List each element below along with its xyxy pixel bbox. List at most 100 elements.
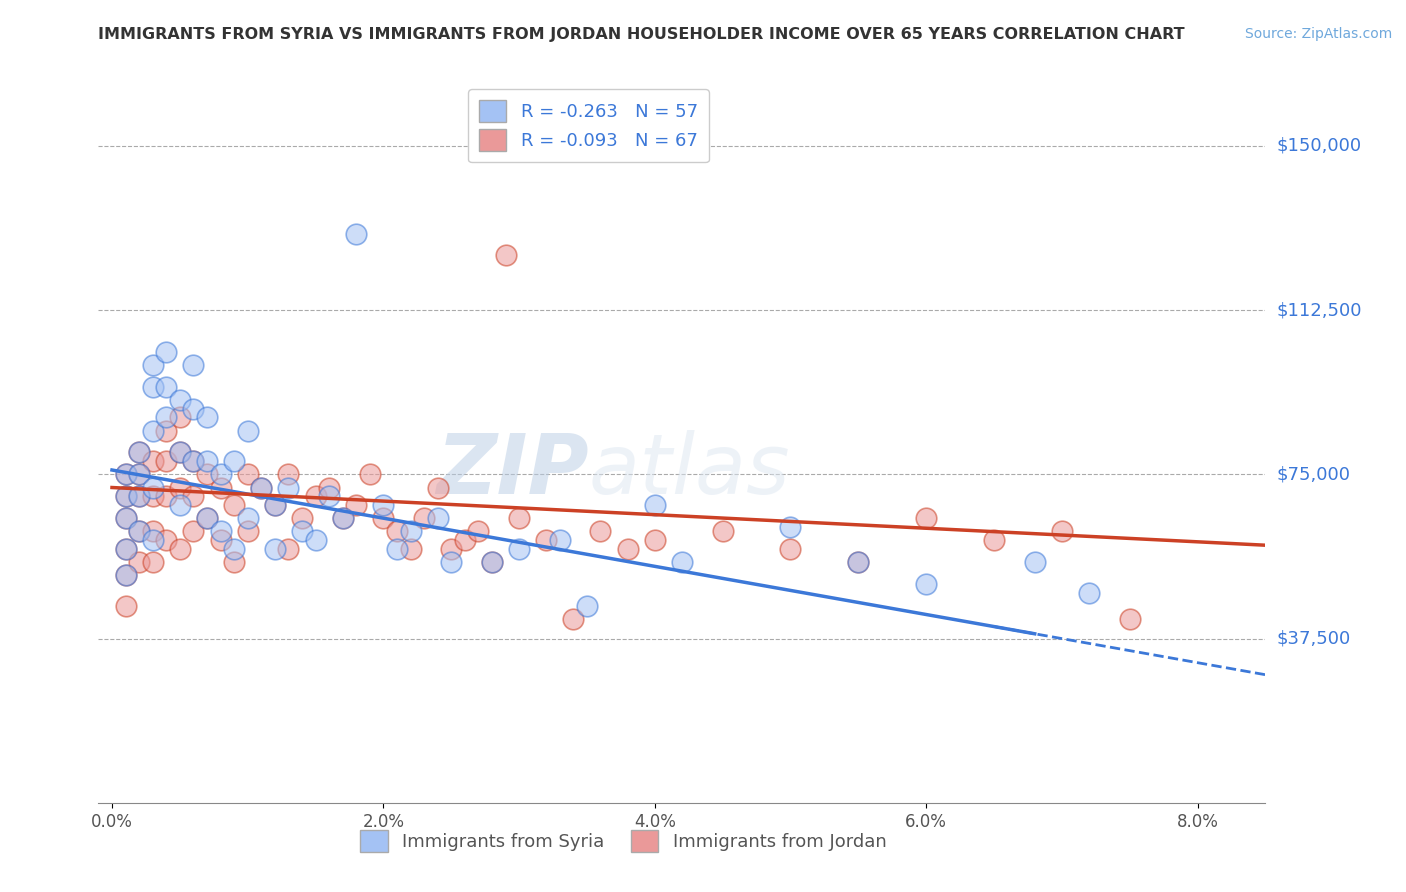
Point [155, 533, 177, 547]
Text: Source: ZipAtlas.com: Source: ZipAtlas.com [1244, 27, 1392, 41]
Point [250, 481, 273, 495]
Point [318, 481, 340, 495]
Point [128, 555, 150, 569]
Point [142, 424, 165, 438]
Point [426, 481, 449, 495]
Point [114, 467, 136, 482]
Point [508, 541, 530, 556]
Point [359, 467, 381, 482]
Point [183, 454, 205, 468]
Text: ZIP: ZIP [436, 430, 589, 511]
Point [209, 481, 232, 495]
Point [277, 467, 299, 482]
Text: IMMIGRANTS FROM SYRIA VS IMMIGRANTS FROM JORDAN HOUSEHOLDER INCOME OVER 65 YEARS: IMMIGRANTS FROM SYRIA VS IMMIGRANTS FROM… [98, 27, 1185, 42]
Point [183, 454, 205, 468]
Point [236, 524, 259, 539]
Point [385, 541, 408, 556]
Point [344, 498, 367, 512]
Point [114, 511, 136, 525]
Point [195, 511, 218, 525]
Point [142, 481, 165, 495]
Point [195, 410, 218, 425]
Point [169, 392, 191, 407]
Point [534, 533, 557, 547]
Point [155, 380, 177, 394]
Point [277, 481, 299, 495]
Point [155, 454, 177, 468]
Point [846, 555, 869, 569]
Point [1050, 524, 1073, 539]
Point [304, 489, 326, 503]
Point [344, 227, 367, 241]
Point [644, 533, 666, 547]
Point [195, 454, 218, 468]
Point [711, 524, 734, 539]
Point [779, 520, 801, 534]
Point [373, 498, 395, 512]
Text: $37,500: $37,500 [1277, 630, 1351, 648]
Point [169, 498, 191, 512]
Point [169, 541, 191, 556]
Point [332, 511, 354, 525]
Point [983, 533, 1005, 547]
Text: $150,000: $150,000 [1277, 137, 1361, 155]
Point [142, 358, 165, 372]
Point [224, 498, 246, 512]
Point [155, 489, 177, 503]
Point [128, 445, 150, 459]
Point [671, 555, 693, 569]
Point [128, 489, 150, 503]
Point [128, 445, 150, 459]
Point [195, 511, 218, 525]
Point [128, 524, 150, 539]
Point [169, 445, 191, 459]
Point [385, 524, 408, 539]
Point [169, 410, 191, 425]
Point [291, 511, 314, 525]
Point [114, 467, 136, 482]
Point [277, 541, 299, 556]
Point [562, 612, 585, 626]
Point [263, 541, 285, 556]
Point [155, 410, 177, 425]
Point [183, 524, 205, 539]
Text: $75,000: $75,000 [1277, 466, 1351, 483]
Legend: Immigrants from Syria, Immigrants from Jordan: Immigrants from Syria, Immigrants from J… [353, 822, 894, 859]
Point [481, 555, 503, 569]
Point [142, 489, 165, 503]
Point [440, 541, 463, 556]
Point [915, 511, 938, 525]
Point [114, 541, 136, 556]
Point [616, 541, 638, 556]
Point [224, 555, 246, 569]
Point [644, 498, 666, 512]
Text: atlas: atlas [589, 430, 790, 511]
Point [114, 511, 136, 525]
Point [142, 454, 165, 468]
Point [142, 524, 165, 539]
Point [128, 489, 150, 503]
Point [332, 511, 354, 525]
Point [291, 524, 314, 539]
Point [846, 555, 869, 569]
Point [304, 533, 326, 547]
Point [575, 599, 598, 613]
Point [155, 424, 177, 438]
Point [155, 344, 177, 359]
Point [1118, 612, 1140, 626]
Point [413, 511, 436, 525]
Point [440, 555, 463, 569]
Point [142, 380, 165, 394]
Point [426, 511, 449, 525]
Point [114, 489, 136, 503]
Point [508, 511, 530, 525]
Point [169, 445, 191, 459]
Point [169, 481, 191, 495]
Text: $112,500: $112,500 [1277, 301, 1362, 319]
Point [481, 555, 503, 569]
Point [183, 489, 205, 503]
Point [373, 511, 395, 525]
Point [318, 489, 340, 503]
Point [128, 467, 150, 482]
Point [779, 541, 801, 556]
